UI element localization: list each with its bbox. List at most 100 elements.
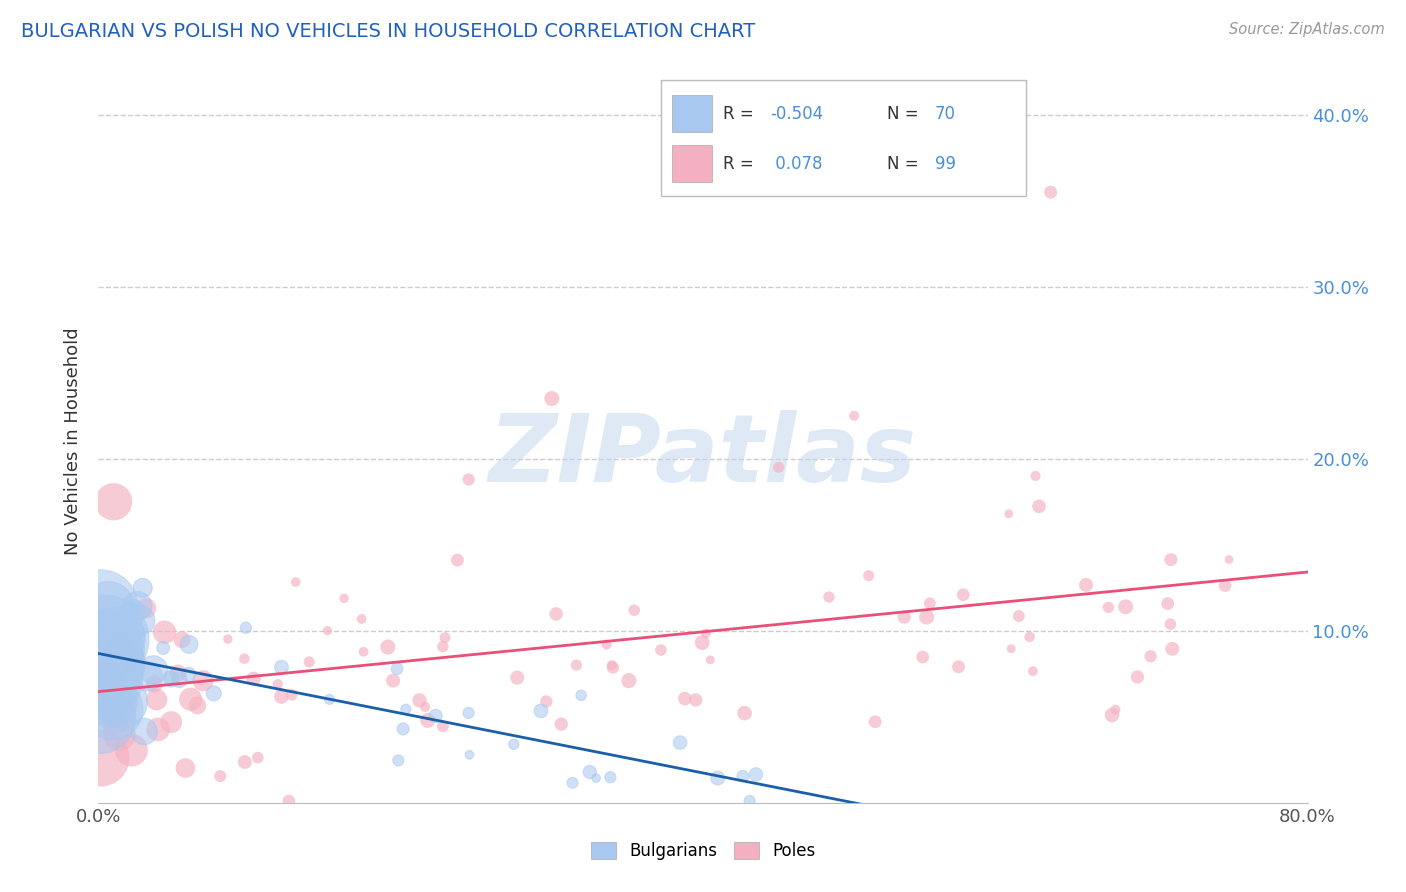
Point [96,637,118,651]
Point [177,637,200,651]
Point [550,717,572,731]
Point [731,769,754,783]
Point [1159,617,1181,632]
Point [134,724,156,739]
Point [122,656,145,670]
Point [107,631,129,645]
Point [101,648,124,663]
Point [623,603,645,617]
Point [94,632,117,646]
Point [121,604,143,618]
Point [561,776,583,790]
Point [103,494,125,508]
Point [160,715,183,730]
Point [97,662,120,676]
Point [105,683,128,698]
Point [745,767,768,781]
Text: 70: 70 [935,105,956,123]
Point [91,671,114,685]
Point [186,698,208,713]
Point [98,622,121,636]
Point [1024,469,1046,483]
Point [281,688,304,702]
Point [127,599,149,613]
Point [395,702,418,716]
Point [844,409,866,423]
Point [246,750,269,764]
Point [121,605,143,619]
Point [546,607,568,621]
Point [170,632,193,647]
Point [425,709,447,723]
Point [1101,708,1123,723]
Point [858,568,880,582]
Point [1161,641,1184,656]
Point [669,735,692,749]
Point [111,685,134,699]
Point [120,642,142,657]
Point [209,769,232,783]
Point [202,686,225,700]
Point [1097,600,1119,615]
Point [911,650,934,665]
Point [673,691,696,706]
Point [101,653,124,667]
Point [90,750,112,764]
Point [585,771,607,785]
Point [818,590,841,604]
Point [350,612,373,626]
Point [136,669,159,683]
Point [89,681,111,695]
Point [578,764,600,779]
Point [152,640,174,655]
Point [101,702,124,716]
Point [569,689,592,703]
Point [89,711,111,725]
Point [446,553,468,567]
Point [457,473,479,487]
Point [318,692,340,706]
Point [506,671,529,685]
Point [97,599,120,614]
Point [915,610,938,624]
Point [1160,552,1182,566]
Point [952,588,974,602]
Point [1074,578,1097,592]
Point [530,704,553,718]
Point [382,673,405,688]
Point [377,640,399,654]
Point [160,671,183,685]
Point [284,575,307,590]
Point [146,723,169,737]
Point [617,673,640,688]
Point [270,660,292,674]
Point [408,693,430,707]
Text: Source: ZipAtlas.com: Source: ZipAtlas.com [1229,22,1385,37]
Point [129,614,152,628]
Point [385,662,408,676]
Text: N =: N = [887,105,924,123]
Point [169,673,191,687]
Point [142,663,165,677]
Point [233,755,256,769]
Point [131,581,153,595]
Y-axis label: No Vehicles in Household: No Vehicles in Household [65,327,83,556]
Point [105,628,128,642]
Point [1218,552,1240,566]
Point [918,596,941,610]
Point [105,707,128,722]
Point [458,747,481,762]
Point [685,693,707,707]
Point [107,703,129,717]
Point [1039,185,1062,199]
Text: N =: N = [887,155,924,173]
Point [110,665,132,679]
Point [432,719,454,733]
Text: -0.504: -0.504 [770,105,824,123]
Point [89,600,111,615]
Point [267,677,290,691]
Point [893,610,915,624]
Point [706,771,728,785]
Point [94,640,117,654]
Point [174,761,197,775]
